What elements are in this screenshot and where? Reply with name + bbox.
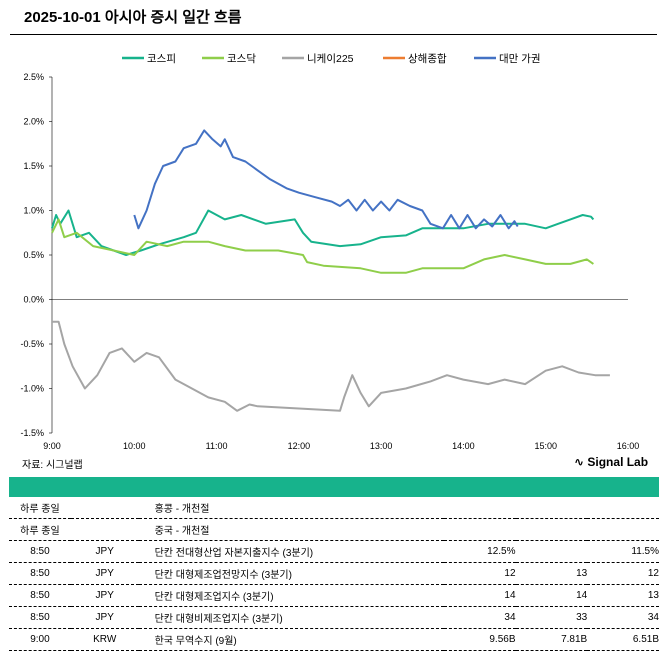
logo-text: Signal Lab bbox=[587, 455, 649, 469]
table-row: 8:50 JPY 단칸 대형제조업지수 (3분기) 14 14 13 bbox=[9, 584, 659, 607]
cell-event: 단칸 대형제조업지수 (3분기) bbox=[138, 584, 444, 607]
cell-time: 8:50 bbox=[9, 606, 71, 629]
cell-forecast bbox=[515, 540, 588, 563]
legend-label: 상해종합 bbox=[408, 52, 447, 65]
table-row: 8:50 JPY 단칸 대형비제조업지수 (3분기) 34 33 34 bbox=[9, 606, 659, 629]
pulse-icon: ∿ bbox=[574, 455, 588, 469]
source-note: 자료: 시그널랩 bbox=[22, 460, 83, 471]
y-tick-label: 1.5% bbox=[23, 161, 44, 171]
cell-previous bbox=[587, 518, 659, 541]
cell-forecast bbox=[515, 497, 588, 519]
y-tick-label: 1.0% bbox=[23, 206, 44, 216]
cell-time: 9:00 bbox=[9, 628, 71, 651]
x-tick-label: 9:00 bbox=[43, 441, 61, 450]
cell-cur: JPY bbox=[70, 562, 139, 585]
cell-cur: JPY bbox=[70, 540, 139, 563]
signal-lab-logo: ∿ Signal Lab bbox=[574, 455, 648, 469]
cell-actual: 12.5% bbox=[443, 540, 516, 563]
cell-actual bbox=[443, 518, 516, 541]
cell-cur bbox=[70, 518, 139, 541]
table-row: 8:50 JPY 단칸 대형제조업전망지수 (3분기) 12 13 12 bbox=[9, 562, 659, 585]
cell-actual: 12 bbox=[443, 562, 516, 585]
cell-time: 8:50 bbox=[9, 562, 71, 585]
y-tick-label: 2.5% bbox=[23, 72, 44, 82]
cell-previous: 13 bbox=[587, 584, 659, 607]
legend-label: 니케이225 bbox=[307, 53, 354, 65]
cell-time: 하루 종일 bbox=[9, 518, 71, 541]
cell-forecast bbox=[515, 518, 588, 541]
title-divider bbox=[10, 34, 657, 35]
cell-event: 한국 무역수지 (9월) bbox=[138, 628, 444, 651]
legend-label: 코스피 bbox=[147, 53, 176, 65]
cell-actual: 14 bbox=[443, 584, 516, 607]
x-tick-label: 12:00 bbox=[288, 441, 311, 450]
y-tick-label: -1.0% bbox=[20, 384, 44, 394]
y-tick-label: -1.5% bbox=[20, 428, 44, 438]
series-line-코스피 bbox=[51, 209, 595, 256]
cell-actual: 9.56B bbox=[443, 628, 516, 651]
table-header-bar bbox=[9, 477, 659, 497]
cell-forecast: 7.81B bbox=[515, 628, 588, 651]
cell-cur: KRW bbox=[70, 628, 139, 651]
cell-previous: 12 bbox=[587, 562, 659, 585]
line-chart: 코스피 코스닥 니케이225 상해종합 대만 가권 2.5% 2.0% 1.5% 1.0% 0.5… bbox=[20, 52, 640, 450]
cell-event: 단칸 대형비제조업지수 (3분기) bbox=[138, 606, 444, 629]
table-row: 9:00 KRW 한국 무역수지 (9월) 9.56B 7.81B 6.51B bbox=[9, 628, 659, 651]
cell-cur bbox=[70, 497, 139, 519]
cell-cur: JPY bbox=[70, 606, 139, 629]
cell-time: 8:50 bbox=[9, 540, 71, 563]
cell-cur: JPY bbox=[70, 584, 139, 607]
economic-calendar-table: 하루 종일 홍콩 - 개천절 하루 종일 중국 - 개천절 8:50 JPY 단칸 전대형산… bbox=[9, 497, 659, 651]
cell-actual: 34 bbox=[443, 606, 516, 629]
series-line-니케이225 bbox=[52, 320, 610, 412]
table-row: 8:50 JPY 단칸 전대형산업 자본지출지수 (3분기) 12.5% 11.5% bbox=[9, 540, 659, 563]
y-tick-label: -0.5% bbox=[20, 339, 44, 349]
table-row: 하루 종일 중국 - 개천절 bbox=[9, 518, 659, 541]
cell-event: 홍콩 - 개천절 bbox=[138, 497, 444, 519]
cell-forecast: 14 bbox=[515, 584, 588, 607]
cell-forecast: 33 bbox=[515, 606, 588, 629]
cell-event: 단칸 전대형산업 자본지출지수 (3분기) bbox=[138, 540, 444, 563]
y-tick-label: 0.5% bbox=[23, 250, 44, 260]
x-tick-label: 11:00 bbox=[206, 441, 228, 450]
x-tick-label: 13:00 bbox=[370, 441, 393, 450]
cell-previous: 34 bbox=[587, 606, 659, 629]
legend-label: 대만 가권 bbox=[499, 53, 541, 65]
x-tick-label: 15:00 bbox=[534, 441, 557, 450]
cell-time: 8:50 bbox=[9, 584, 71, 607]
series-line-대만 가권 bbox=[133, 129, 519, 230]
series-line-코스닥 bbox=[51, 218, 594, 274]
cell-event: 단칸 대형제조업전망지수 (3분기) bbox=[138, 562, 444, 585]
y-tick-label: 2.0% bbox=[23, 117, 44, 127]
cell-previous: 6.51B bbox=[587, 628, 659, 651]
x-tick-label: 10:00 bbox=[123, 441, 146, 450]
cell-actual bbox=[443, 497, 516, 519]
table-row: 하루 종일 홍콩 - 개천절 bbox=[9, 497, 659, 519]
cell-time: 하루 종일 bbox=[9, 497, 71, 519]
legend-label: 코스닥 bbox=[227, 53, 256, 65]
x-tick-label: 14:00 bbox=[452, 441, 475, 450]
cell-previous bbox=[587, 497, 659, 519]
cell-forecast: 13 bbox=[515, 562, 588, 585]
cell-event: 중국 - 개천절 bbox=[138, 518, 444, 541]
x-tick-label: 16:00 bbox=[617, 441, 640, 450]
y-tick-label: 0.0% bbox=[23, 295, 44, 305]
cell-previous: 11.5% bbox=[587, 540, 659, 563]
page-title: 2025-10-01 아시아 증시 일간 흐름 bbox=[24, 9, 242, 26]
